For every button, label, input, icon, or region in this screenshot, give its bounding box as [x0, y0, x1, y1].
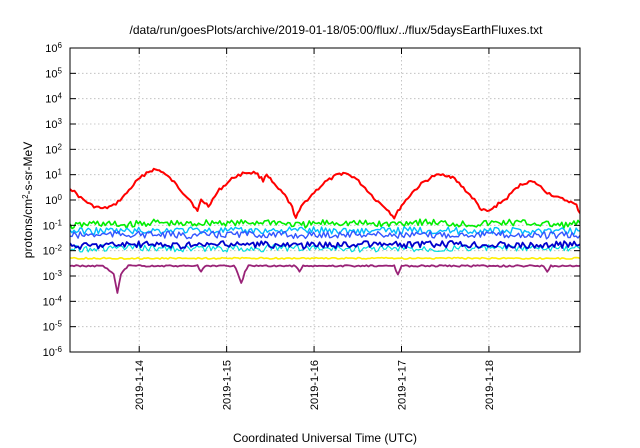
y-tick-label: 10-4 [43, 294, 63, 309]
x-tick-label: 2019-1-18 [484, 360, 496, 410]
y-axis-label: protons/cm2-s-sr-MeV [21, 142, 36, 258]
series-line-2 [70, 226, 580, 236]
y-tick-label: 10-6 [43, 345, 63, 360]
y-tick-label: 10-2 [43, 243, 63, 258]
y-tick-label: 10-1 [43, 218, 63, 233]
x-tick-label: 2019-1-17 [397, 360, 409, 410]
series-line-0 [70, 167, 580, 220]
y-tick-label: 102 [45, 142, 62, 157]
x-tick-labels: 2019-1-14 2019-1-15 2019-1-16 2019-1-17 2019… [134, 360, 496, 410]
x-axis-label: Coordinated Universal Time (UTC) [233, 431, 417, 445]
chart-title: /data/run/goesPlots/archive/2019-01-18/0… [130, 23, 544, 37]
y-tick-label: 106 [45, 41, 62, 56]
series-line-5 [70, 240, 580, 250]
series-line-1 [70, 218, 580, 230]
series-group [70, 167, 580, 294]
x-tick-label: 2019-1-15 [222, 360, 234, 410]
series-line-3 [70, 230, 580, 240]
x-tick-label: 2019-1-14 [134, 360, 146, 410]
y-tick-label: 10-5 [43, 319, 63, 334]
y-tick-label: 100 [45, 193, 62, 208]
y-tick-label: 10-3 [43, 269, 63, 284]
y-tick-label: 101 [45, 167, 62, 182]
y-tick-labels: 10-6 10-5 10-4 10-3 10-2 10-1 100 101 102 103 104 1… [43, 41, 63, 360]
series-line-7 [70, 264, 580, 294]
axis-ticks [70, 47, 580, 353]
series-line-6 [70, 256, 580, 260]
y-tick-label: 104 [45, 91, 62, 106]
y-tick-label: 105 [45, 66, 62, 81]
y-tick-label: 103 [45, 117, 62, 132]
x-tick-label: 2019-1-16 [309, 360, 321, 410]
